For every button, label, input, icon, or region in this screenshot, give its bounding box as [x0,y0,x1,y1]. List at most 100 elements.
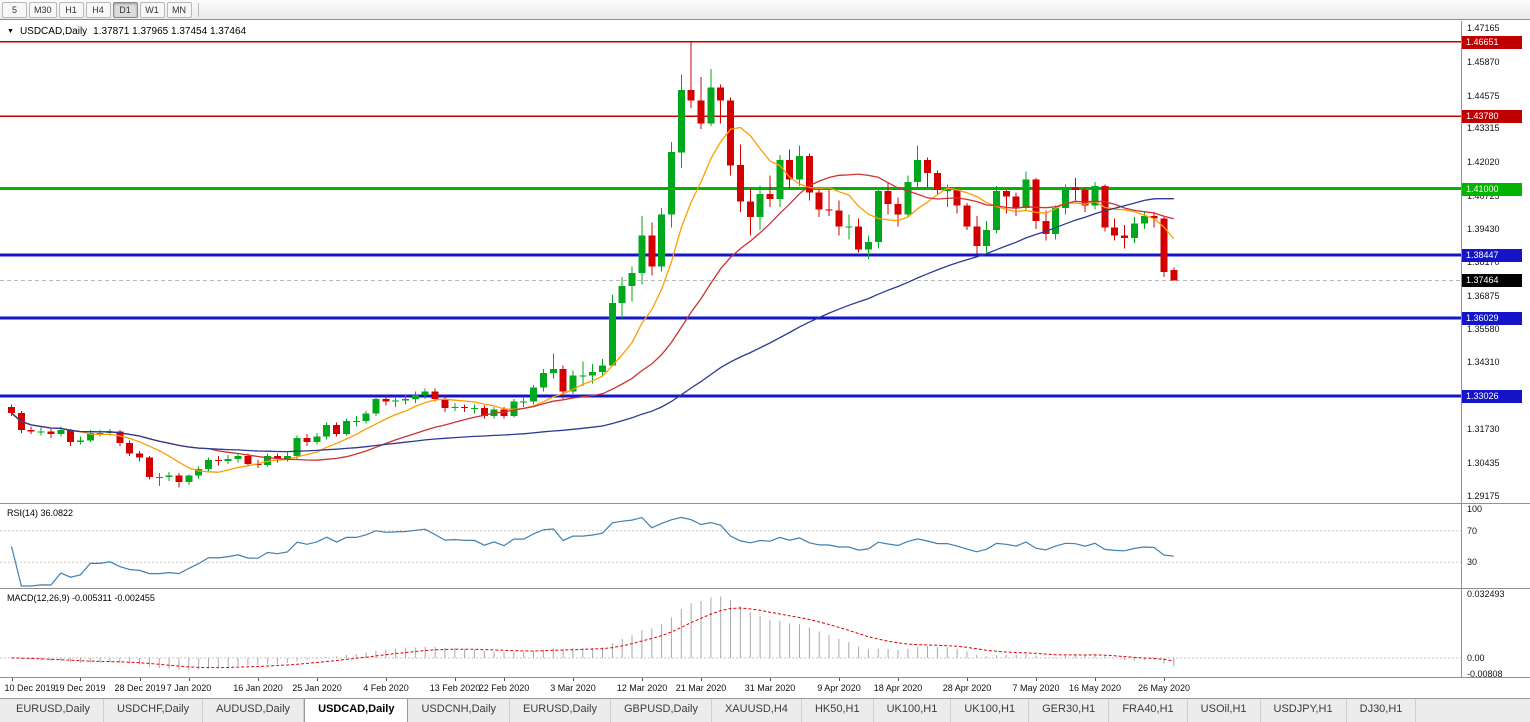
date-label: 18 Apr 2020 [873,683,923,693]
hline-price-tag: 1.46651 [1462,35,1522,49]
chart-tab-audusd-daily[interactable]: AUDUSD,Daily [203,699,305,722]
date-label: 19 Dec 2019 [54,683,106,693]
rsi-chart[interactable] [0,504,1462,589]
chart-tab-uk100-h1[interactable]: UK100,H1 [951,699,1030,722]
date-label: 28 Dec 2019 [114,683,166,693]
timeframe-button-5[interactable]: 5 [2,1,27,18]
price-axis-label: 1.29175 [1467,490,1500,501]
date-tick [80,678,81,681]
date-tick [12,678,13,681]
date-tick [1164,678,1165,681]
macd-axis-label: 0.00 [1467,652,1485,663]
date-tick [386,678,387,681]
date-label: 31 Mar 2020 [744,683,796,693]
timeframe-button-MN[interactable]: MN [166,1,192,18]
candlestick-chart[interactable] [0,21,1462,503]
chart-tab-eurusd-daily[interactable]: EURUSD,Daily [510,699,611,722]
macd-chart[interactable] [0,589,1462,678]
chart-tab-hk50-h1[interactable]: HK50,H1 [802,699,874,722]
chart-dropdown-icon[interactable]: ▼ [7,27,14,35]
chart-tab-eurusd-daily[interactable]: EURUSD,Daily [3,699,104,722]
macd-axis-label: -0.00808 [1467,669,1503,679]
date-label: 28 Apr 2020 [942,683,992,693]
macd-label: MACD(12,26,9) -0.005311 -0.002455 [7,593,155,603]
date-tick [642,678,643,681]
chart-window: ▼ USDCAD,Daily 1.37871 1.37965 1.37454 1… [0,21,1530,698]
rsi-axis-label: 100 [1467,504,1483,514]
price-axis-label: 1.34310 [1467,357,1500,368]
date-label: 10 Dec 2019 [4,683,56,693]
date-tick [1095,678,1096,681]
date-tick [189,678,190,681]
date-label: 21 Mar 2020 [675,683,727,693]
toolbar-separator [197,2,199,17]
chart-tab-fra40-h1[interactable]: FRA40,H1 [1109,699,1188,722]
timeframe-button-D1[interactable]: D1 [112,1,138,18]
timeframe-button-W1[interactable]: W1 [139,1,165,18]
date-tick [140,678,141,681]
date-tick [967,678,968,681]
hline-price-tag: 1.43780 [1462,110,1522,124]
price-axis-label: 1.42020 [1467,157,1500,168]
price-chart-panel[interactable]: ▼ USDCAD,Daily 1.37871 1.37965 1.37454 1… [0,21,1530,503]
price-axis-label: 1.31730 [1467,424,1500,435]
chart-tab-usoil-h1[interactable]: USOil,H1 [1188,699,1261,722]
date-label: 25 Jan 2020 [292,683,342,693]
chart-tab-ger30-h1[interactable]: GER30,H1 [1029,699,1110,722]
chart-tab-usdcnh-daily[interactable]: USDCNH,Daily [408,699,511,722]
date-label: 16 Jan 2020 [233,683,283,693]
hline-price-tag: 1.38447 [1462,248,1522,262]
macd-panel[interactable]: MACD(12,26,9) -0.005311 -0.002455 0.0324… [0,588,1530,679]
date-label: 22 Feb 2020 [478,683,530,693]
price-axis-label: 1.39430 [1467,224,1500,235]
date-label: 7 Jan 2020 [166,683,212,693]
date-tick [317,678,318,681]
price-axis-label: 1.35580 [1467,324,1500,335]
timeframe-button-H1[interactable]: H1 [58,1,84,18]
price-axis-label: 1.43315 [1467,123,1500,134]
chart-tab-usdjpy-h1[interactable]: USDJPY,H1 [1261,699,1347,722]
date-tick [701,678,702,681]
candles [8,41,1178,488]
hline-price-tag: 1.36029 [1462,311,1522,325]
price-axis-label: 1.40725 [1467,190,1500,201]
date-tick [898,678,899,681]
price-axis-label: 1.44575 [1467,90,1500,101]
date-label: 12 Mar 2020 [616,683,668,693]
chart-tab-usdchf-daily[interactable]: USDCHF,Daily [104,699,204,722]
hline-price-tag: 1.41000 [1462,182,1522,196]
date-label: 26 May 2020 [1137,683,1191,693]
chart-tab-usdcad-daily[interactable]: USDCAD,Daily [304,698,409,722]
timeframe-toolbar: 5 M30 H1 H4 D1 W1 MN [0,0,1530,20]
chart-tab-dj30-h1[interactable]: DJ30,H1 [1347,699,1417,722]
chart-ohlc-values: 1.37871 1.37965 1.37454 1.37464 [93,26,247,37]
chart-symbol: USDCAD,Daily [19,26,88,37]
price-axis-label: 1.38170 [1467,257,1500,268]
date-axis: 10 Dec 2019 19 Dec 2019 28 Dec 2019 7 Jan 2… [0,677,1530,698]
date-tick [770,678,771,681]
hline-price-tag: 1.33026 [1462,389,1522,403]
rsi-label: RSI(14) 36.0822 [7,508,74,518]
date-tick [839,678,840,681]
timeframe-button-M30[interactable]: M30 [29,1,57,18]
date-tick [1036,678,1037,681]
chart-tab-gbpusd-daily[interactable]: GBPUSD,Daily [611,699,712,722]
price-axis-label: 1.45870 [1467,57,1500,68]
chart-tab-xauusd-h4[interactable]: XAUUSD,H4 [712,699,802,722]
rsi-panel[interactable]: RSI(14) 36.0822 100 70 30 [0,503,1530,588]
date-label: 9 Apr 2020 [817,683,861,693]
price-axis-label: 1.30435 [1467,458,1500,469]
price-axis-label: 1.36875 [1467,290,1500,301]
date-label: 13 Feb 2020 [429,683,481,693]
chart-tab-uk100-h1[interactable]: UK100,H1 [874,699,952,722]
date-label: 16 May 2020 [1068,683,1122,693]
date-tick [258,678,259,681]
chart-tabs: EURUSD,Daily USDCHF,Daily AUDUSD,Daily USDC… [0,698,1530,722]
date-tick [504,678,505,681]
date-tick [455,678,456,681]
macd-histogram [20,596,1175,670]
timeframe-button-H4[interactable]: H4 [85,1,111,18]
rsi-axis-label: 30 [1467,557,1478,568]
axis-separator [1461,21,1462,677]
